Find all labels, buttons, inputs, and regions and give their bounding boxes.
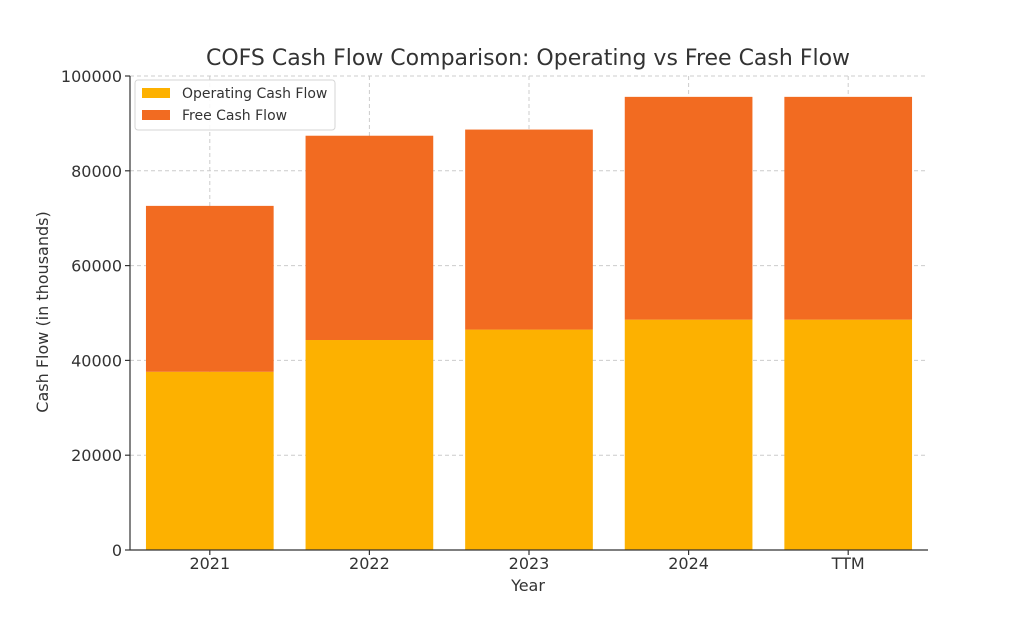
- bar-free-cash-flow-2024: [624, 96, 753, 320]
- legend: Operating Cash Flow Free Cash Flow: [134, 79, 336, 131]
- y-tick-label: 0: [112, 541, 122, 560]
- bar-free-cash-flow-2022: [305, 135, 434, 341]
- y-axis-label: Cash Flow (in thousands): [33, 211, 52, 412]
- x-tick-label: 2024: [668, 554, 709, 573]
- x-tick-label: TTM: [831, 554, 865, 573]
- y-tick-label: 40000: [71, 351, 122, 370]
- bar-operating-cash-flow-2024: [624, 319, 753, 550]
- axes: [125, 75, 928, 555]
- x-tick-label: 2023: [509, 554, 550, 573]
- legend-swatch-operating-cash-flow: [142, 88, 170, 98]
- x-tick-label: 2021: [189, 554, 230, 573]
- x-tick-label: 2022: [349, 554, 390, 573]
- bar-operating-cash-flow-ttm: [784, 319, 913, 550]
- legend-label-operating-cash-flow: Operating Cash Flow: [182, 86, 327, 102]
- bar-operating-cash-flow-2022: [305, 340, 434, 550]
- bar-free-cash-flow-2023: [465, 129, 593, 330]
- y-tick-label: 20000: [71, 446, 122, 465]
- y-tick-label: 100000: [61, 67, 122, 86]
- bar-operating-cash-flow-2021: [145, 371, 274, 550]
- bars: [145, 96, 913, 550]
- legend-swatch-free-cash-flow: [142, 110, 170, 120]
- tick-labels: 0 20000 40000 60000 80000 100000 2021 2022 2023 2…: [61, 67, 865, 573]
- legend-label-free-cash-flow: Free Cash Flow: [182, 108, 287, 124]
- y-tick-label: 80000: [71, 162, 122, 181]
- chart-title: COFS Cash Flow Comparison: Operating vs …: [206, 46, 850, 71]
- x-axis-label: Year: [510, 576, 545, 595]
- bar-free-cash-flow-2021: [145, 205, 274, 372]
- bar-free-cash-flow-ttm: [784, 96, 913, 320]
- legend-box: [134, 79, 336, 131]
- bar-operating-cash-flow-2023: [465, 329, 593, 550]
- y-tick-label: 60000: [71, 257, 122, 276]
